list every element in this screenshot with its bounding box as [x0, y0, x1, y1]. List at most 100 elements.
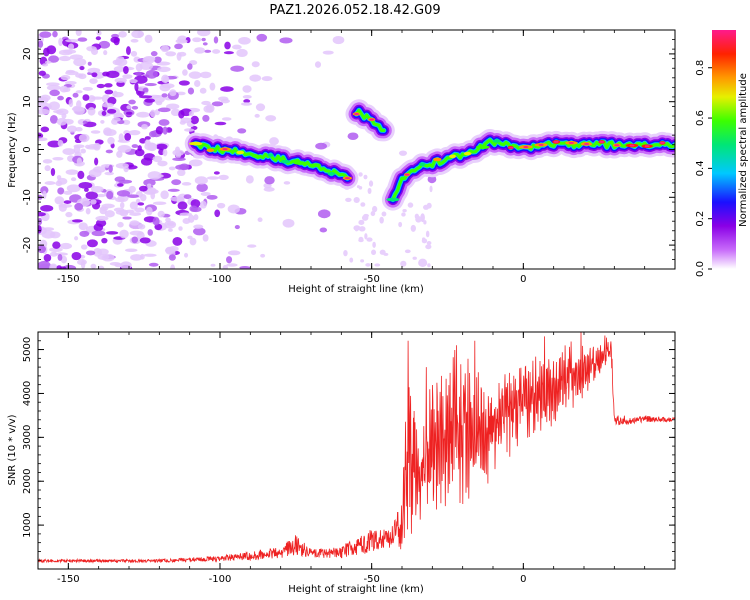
noise-blob — [152, 217, 160, 226]
noise-blob — [106, 190, 114, 200]
noise-blob — [88, 169, 102, 178]
ridge-hotspot — [386, 197, 400, 202]
noise-blob — [101, 110, 107, 116]
noise-blob — [100, 119, 105, 124]
noise-blob — [202, 114, 210, 122]
noise-blob — [255, 103, 266, 112]
noise-blob — [56, 265, 62, 269]
noise-blob — [105, 70, 120, 79]
noise-blob — [162, 148, 168, 157]
spectrogram-x-axis-label: Height of straight line (km) — [288, 284, 424, 295]
noise-blob — [75, 90, 83, 94]
noise-blob — [184, 252, 189, 258]
noise-blob — [75, 127, 83, 132]
noise-blob — [39, 56, 48, 66]
noise-blob — [138, 95, 153, 99]
noise-blob — [114, 77, 127, 83]
snr-y-tick-label: 1000 — [22, 512, 33, 537]
noise-blob — [213, 171, 220, 175]
noise-blob — [155, 126, 164, 135]
spectrogram-x-tick-label: -100 — [209, 274, 232, 285]
noise-blob — [427, 175, 437, 184]
noise-blob — [423, 220, 427, 225]
noise-blob — [55, 180, 63, 187]
noise-blob — [38, 137, 48, 142]
noise-blob — [183, 194, 192, 200]
noise-blob — [157, 160, 168, 167]
noise-blob — [410, 224, 416, 232]
noise-blob — [140, 157, 153, 166]
noise-blob — [63, 49, 77, 54]
noise-blob — [170, 108, 181, 117]
noise-blob — [147, 171, 162, 180]
noise-blob — [135, 71, 142, 77]
noise-blob — [108, 164, 113, 173]
ridge-hotspot — [189, 141, 203, 146]
ridge-hotspot — [310, 163, 321, 167]
noise-blob — [148, 262, 159, 267]
noise-blob — [71, 251, 82, 261]
noise-blob — [103, 128, 117, 137]
snr-x-tick-label: -100 — [209, 574, 232, 585]
noise-blob — [179, 212, 193, 217]
noise-blob — [58, 203, 73, 208]
noise-blob — [314, 61, 322, 68]
noise-blob — [56, 117, 68, 126]
noise-blob — [83, 187, 89, 192]
noise-blob — [194, 47, 206, 54]
noise-blob — [54, 252, 68, 256]
noise-blob — [223, 51, 234, 55]
noise-blob — [86, 46, 97, 52]
noise-blob — [48, 101, 60, 111]
noise-blob — [61, 113, 67, 119]
noise-blob — [63, 190, 73, 195]
noise-blob — [379, 216, 384, 224]
noise-blob — [234, 225, 240, 230]
noise-blob — [427, 263, 431, 268]
colorbar-tick-label: 0.8 — [695, 60, 706, 76]
noise-blob — [368, 180, 374, 187]
spectrogram-y-tick-label: 0 — [22, 146, 33, 152]
noise-blob — [98, 40, 111, 49]
noise-blob — [156, 61, 171, 66]
ridge-peak — [584, 142, 590, 145]
noise-blob — [212, 49, 221, 54]
ridge-hotspot — [327, 172, 336, 176]
ridge-hotspot — [267, 153, 274, 157]
noise-blob — [52, 30, 58, 38]
noise-blob — [48, 55, 60, 63]
noise-blob — [242, 94, 252, 99]
noise-blob — [128, 185, 136, 193]
noise-blob — [188, 71, 202, 79]
noise-blob — [44, 60, 52, 64]
noise-blob — [97, 248, 109, 256]
noise-blob — [152, 155, 163, 163]
noise-blob — [211, 101, 224, 107]
noise-blob — [128, 99, 136, 105]
noise-blob — [372, 205, 378, 213]
ridge-peak — [354, 112, 359, 115]
noise-blob — [90, 185, 104, 193]
noise-blob — [365, 263, 371, 267]
noise-blob — [319, 227, 328, 233]
noise-blob — [216, 202, 226, 209]
noise-blob — [131, 144, 139, 149]
noise-blob — [82, 120, 88, 125]
noise-blob — [115, 197, 125, 203]
noise-blob — [131, 236, 139, 244]
noise-blob — [176, 52, 182, 61]
snr-background — [38, 332, 675, 569]
noise-blob — [42, 63, 49, 67]
noise-blob — [46, 45, 57, 55]
noise-blob — [157, 210, 165, 218]
noise-blob — [221, 117, 232, 121]
noise-blob — [322, 50, 334, 55]
noise-blob — [279, 37, 293, 44]
noise-blob — [54, 196, 65, 205]
noise-blob — [429, 185, 433, 193]
noise-blob — [113, 37, 120, 46]
noise-blob — [80, 260, 86, 269]
noise-blob — [209, 82, 216, 91]
noise-blob — [202, 42, 208, 46]
